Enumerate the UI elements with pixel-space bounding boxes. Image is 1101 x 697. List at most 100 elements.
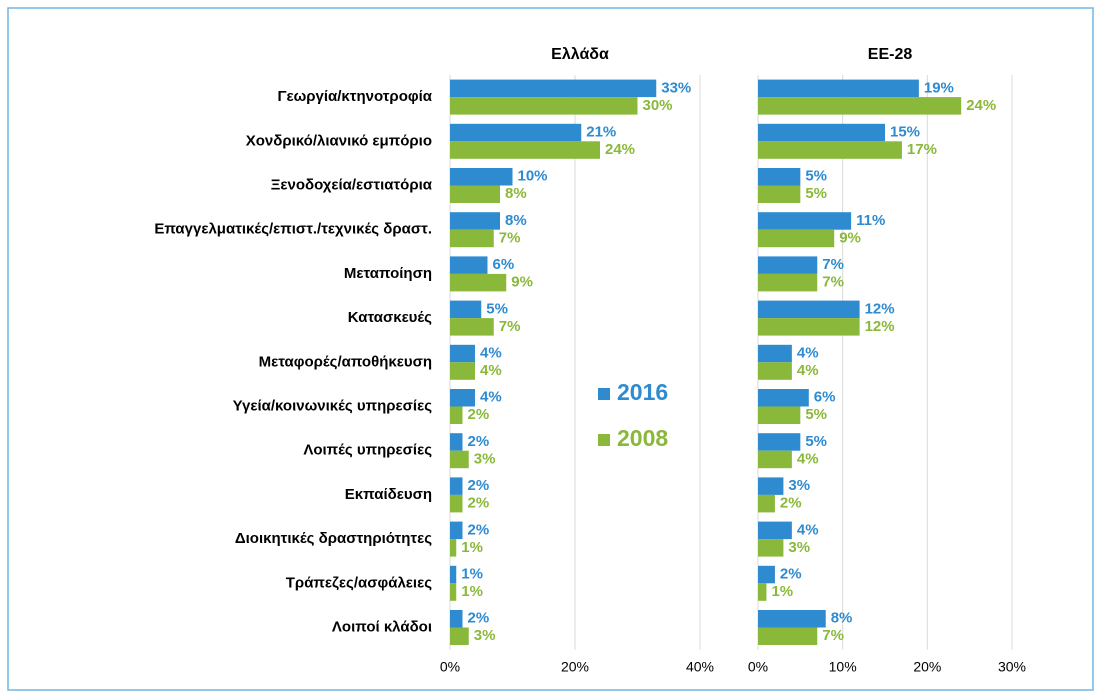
bar (450, 300, 482, 319)
value-label: 7% (499, 229, 521, 246)
bar (450, 185, 500, 203)
value-label: 19% (924, 79, 954, 96)
category-label: Εκπαίδευση (345, 486, 432, 503)
value-label: 4% (797, 450, 819, 467)
legend-swatch (598, 388, 610, 400)
value-label: 1% (461, 583, 483, 600)
x-tick-label: 0% (440, 659, 460, 675)
bar (450, 79, 657, 98)
value-label: 2% (780, 495, 802, 512)
value-label: 9% (839, 229, 861, 246)
value-label: 7% (499, 318, 521, 335)
x-tick-label: 10% (829, 659, 857, 675)
x-tick-label: 0% (748, 659, 768, 675)
value-label: 7% (822, 274, 844, 291)
value-label: 1% (461, 566, 483, 583)
bar (450, 494, 463, 513)
bar (758, 610, 826, 628)
value-label: 8% (505, 185, 527, 202)
bar (758, 539, 784, 557)
bar (758, 185, 801, 203)
bar (450, 521, 463, 540)
bar (450, 433, 463, 451)
value-label: 3% (788, 539, 810, 556)
value-label: 4% (797, 345, 819, 362)
value-label: 4% (480, 345, 502, 362)
category-label: Λοιπές υπηρεσίες (303, 442, 432, 459)
value-label: 5% (805, 168, 827, 185)
bar (450, 406, 463, 424)
value-label: 17% (907, 141, 937, 158)
value-label: 11% (856, 212, 885, 229)
legend-swatch (598, 434, 610, 446)
bar (450, 168, 513, 186)
value-label: 3% (474, 450, 496, 467)
value-label: 24% (605, 141, 635, 158)
bar (758, 389, 809, 407)
bar (450, 212, 500, 230)
legend-label: 2016 (617, 379, 668, 405)
bar (758, 362, 792, 380)
bar (450, 141, 600, 159)
bar (450, 477, 463, 495)
value-label: 5% (805, 185, 827, 202)
value-label: 30% (643, 97, 673, 114)
value-label: 1% (771, 583, 793, 600)
value-label: 2% (468, 610, 490, 627)
bar (758, 141, 902, 159)
x-tick-label: 30% (998, 659, 1026, 675)
bar (450, 450, 469, 469)
bar (450, 273, 507, 292)
bar (450, 318, 494, 336)
value-label: 12% (865, 300, 895, 317)
value-label: 15% (890, 124, 920, 141)
bar (758, 273, 818, 292)
bar (758, 79, 919, 98)
panel-title: Ελλάδα (551, 46, 609, 63)
category-label: Γεωργία/κτηνοτροφία (277, 88, 432, 105)
value-label: 2% (468, 433, 490, 450)
value-label: 5% (805, 433, 827, 450)
value-label: 4% (480, 362, 502, 379)
category-label: Υγεία/κοινωνικές υπηρεσίες (233, 397, 433, 414)
value-label: 3% (788, 477, 810, 494)
bar (758, 123, 885, 142)
value-label: 2% (468, 406, 490, 423)
frame (7, 7, 1094, 691)
bar (758, 300, 860, 319)
category-label: Επαγγελματικές/επιστ./τεχνικές δραστ. (154, 221, 432, 238)
value-label: 5% (486, 300, 508, 317)
bar (758, 212, 852, 230)
bar (758, 229, 835, 248)
value-label: 7% (822, 627, 844, 644)
category-label: Μεταποίηση (344, 265, 432, 282)
bar (758, 97, 962, 115)
bar (450, 539, 457, 557)
category-label: Διοικητικές δραστηριότητες (235, 530, 432, 547)
bar (758, 627, 818, 645)
value-label: 2% (468, 521, 490, 538)
bar (450, 583, 457, 601)
legend-label: 2008 (617, 425, 668, 451)
value-label: 8% (505, 212, 527, 229)
category-label: Χονδρικό/λιανικό εμπόριο (246, 132, 432, 149)
bar (758, 477, 784, 495)
value-label: 2% (468, 495, 490, 512)
bar (758, 256, 818, 274)
x-tick-label: 20% (561, 659, 589, 675)
bar (450, 344, 475, 363)
bar (758, 344, 792, 363)
bar (758, 494, 775, 513)
bar (758, 168, 801, 186)
bar (758, 583, 767, 601)
category-label: Τράπεζες/ασφάλειες (286, 574, 432, 591)
value-label: 2% (780, 566, 802, 583)
category-label: Μεταφορές/αποθήκευση (259, 353, 432, 370)
value-label: 10% (518, 168, 548, 185)
value-label: 12% (865, 318, 895, 335)
panel-title: ΕΕ-28 (868, 46, 913, 63)
bar (758, 521, 792, 540)
value-label: 2% (468, 477, 490, 494)
x-tick-label: 40% (686, 659, 714, 675)
category-label: Λοιποί κλάδοι (332, 618, 432, 635)
